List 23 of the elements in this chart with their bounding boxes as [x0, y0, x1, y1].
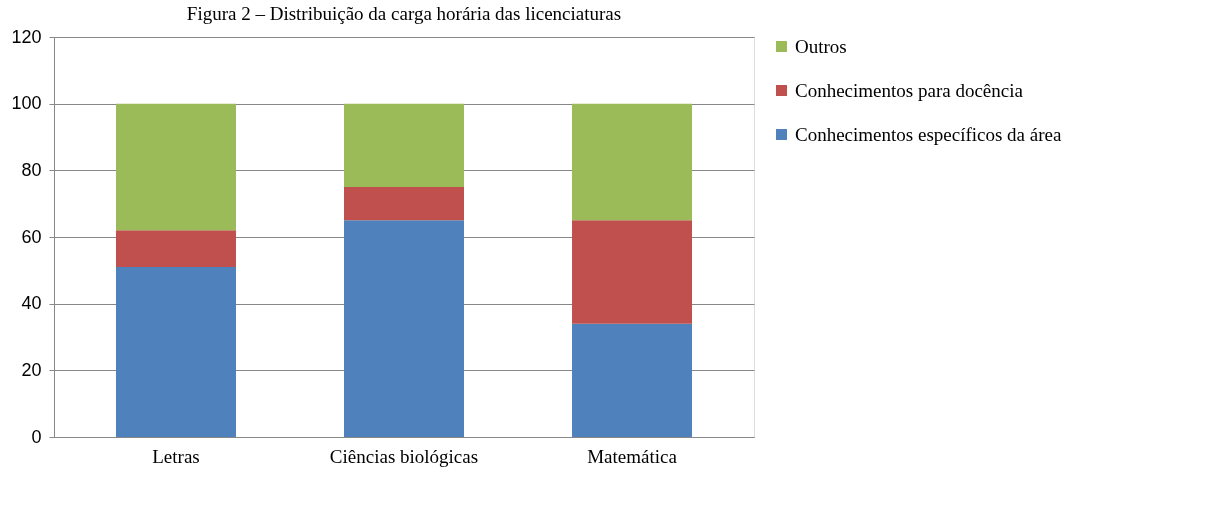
- y-tick-label: 20: [21, 359, 42, 380]
- bar: [115, 103, 236, 231]
- y-tick-label: 80: [21, 159, 42, 180]
- bar: [115, 230, 236, 267]
- bar: [344, 103, 464, 187]
- y-tick-label: 40: [21, 293, 42, 314]
- bar: [344, 187, 464, 221]
- bar: [115, 267, 236, 437]
- y-tick-label: 60: [21, 226, 42, 247]
- x-tick-label: Ciências biológicas: [329, 445, 479, 467]
- bar: [572, 220, 693, 324]
- bar: [572, 323, 693, 437]
- chart-title: Figura 2 – Distribuição da carga horária das licenciaturas: [186, 3, 622, 24]
- x-tick-label: Matemática: [587, 445, 678, 467]
- y-tick-label: 0: [31, 426, 42, 447]
- x-tick-label: Letras: [152, 445, 200, 467]
- y-tick-label: 100: [11, 93, 42, 114]
- bar: [344, 220, 464, 437]
- legend-label: Conhecimentos para docência: [795, 79, 1024, 101]
- legend-label: Outros: [795, 35, 847, 57]
- legend-label: Conhecimentos específicos da área: [795, 123, 1062, 145]
- bar: [572, 103, 693, 221]
- y-tick-label: 120: [11, 26, 42, 47]
